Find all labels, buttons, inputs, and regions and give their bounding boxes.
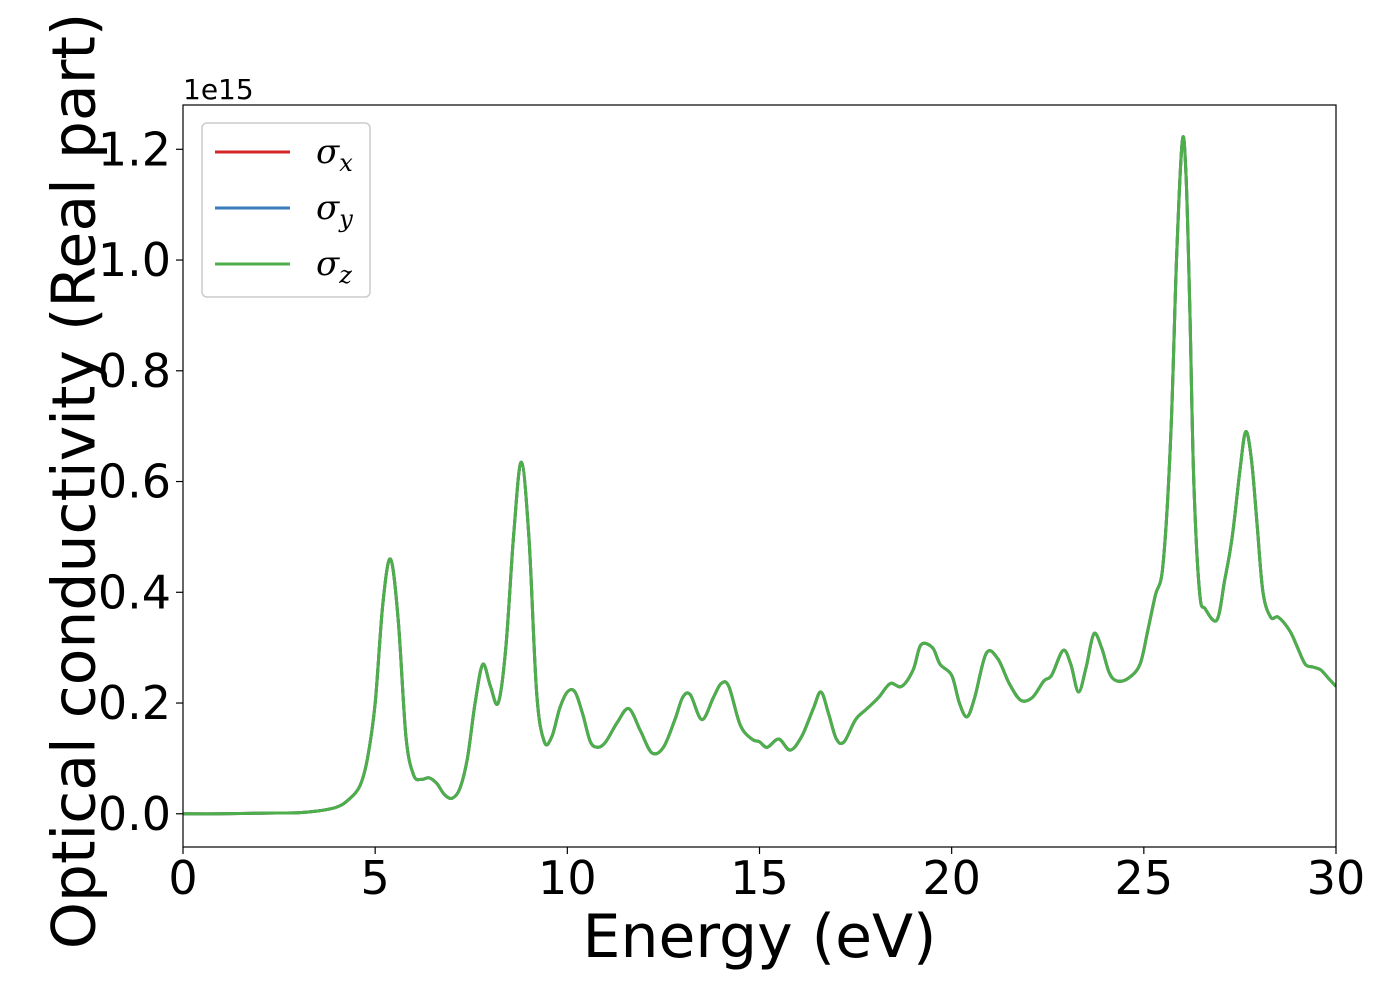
x-tick-label: 10: [538, 851, 597, 905]
x-tick-label: 5: [361, 851, 390, 905]
series-line-sigma-z: [183, 135, 1336, 816]
x-tick-label: 25: [1115, 851, 1174, 905]
y-axis-title: Optical conductivity (Real part): [40, 13, 110, 950]
x-tick-label: 30: [1307, 851, 1366, 905]
y-tick-label: 0.2: [98, 676, 171, 730]
x-axis-title: Energy (eV): [583, 902, 937, 972]
y-tick-label: 0.6: [98, 455, 171, 509]
y-offset-label: 1e15: [183, 73, 254, 106]
y-tick-label: 0.8: [98, 344, 171, 398]
y-tick-label: 0.0: [98, 787, 171, 841]
x-tick-label: 20: [922, 851, 981, 905]
x-axis: 0 5 10 15 20 25 30: [168, 847, 1365, 905]
y-tick-label: 0.4: [98, 565, 171, 619]
y-axis: 0.0 0.2 0.4 0.6 0.8 1.0 1.2: [98, 122, 183, 841]
legend-box: [201, 122, 371, 298]
x-tick-label: 0: [168, 851, 197, 905]
x-tick-label: 15: [730, 851, 789, 905]
y-tick-label: 1.0: [98, 233, 171, 287]
series-layer: [183, 135, 1336, 816]
y-tick-label: 1.2: [98, 122, 171, 176]
